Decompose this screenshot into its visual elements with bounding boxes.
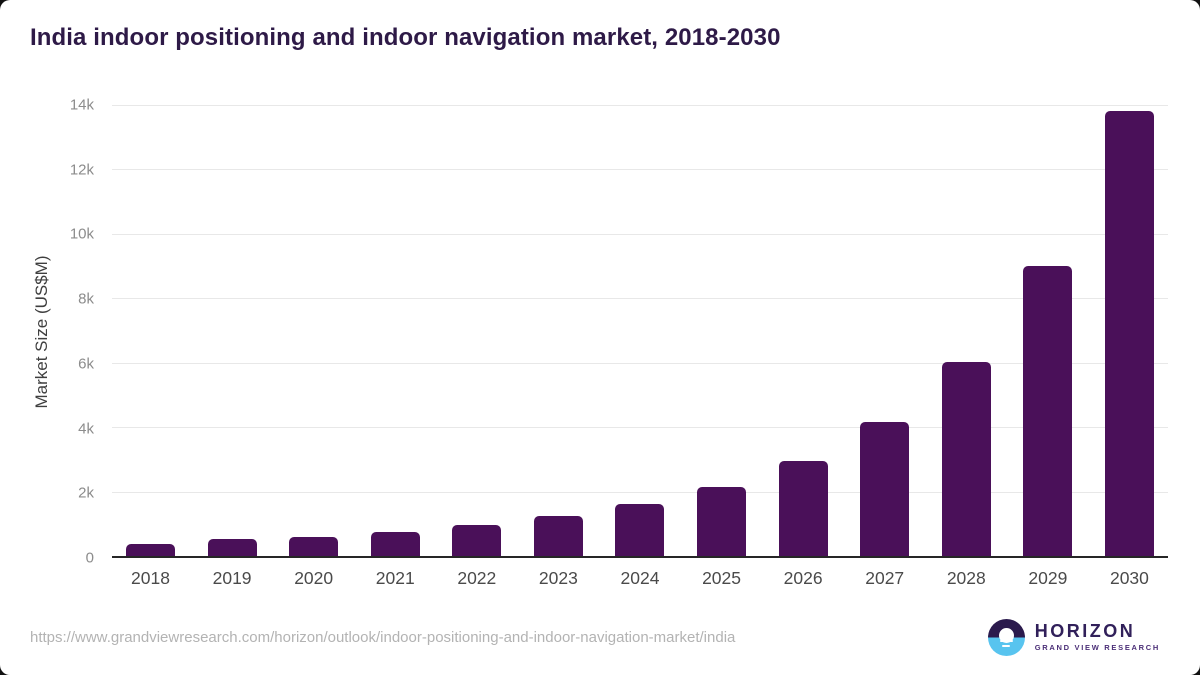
- gridline: [112, 362, 1168, 364]
- source-url: https://www.grandviewresearch.com/horizo…: [30, 628, 736, 646]
- bar-2027[interactable]: [860, 422, 910, 556]
- x-tick-label-2026: 2026: [783, 568, 823, 588]
- gridline: [112, 427, 1168, 429]
- bar-2028[interactable]: [941, 362, 991, 556]
- gridline: [112, 169, 1168, 171]
- y-tick-label: 6k: [78, 355, 94, 373]
- plot-area: [112, 105, 1168, 558]
- bar-2025[interactable]: [697, 486, 747, 556]
- horizon-logo-icon: [987, 618, 1025, 656]
- y-tick-label: 12k: [69, 161, 94, 179]
- x-tick-label-2030: 2030: [1109, 568, 1149, 588]
- y-tick-label: 10k: [69, 225, 94, 243]
- bar-chart: Market Size (US$M) 0 2k 4k 6k 8k 10k 12k 14k 20…: [0, 98, 1200, 588]
- x-axis-tick-labels: 2018 2019 2020 2021 2022 2023 2024 2025 2026 2027…: [112, 558, 1168, 589]
- logo-text: HORIZON GRAND VIEW RESEARCH: [1034, 620, 1160, 653]
- logo-brand-name: HORIZON: [1034, 620, 1136, 641]
- x-tick-label-2018: 2018: [131, 568, 170, 588]
- gridline: [112, 105, 1168, 106]
- x-tick-label-2021: 2021: [375, 568, 415, 588]
- x-tick-label-2022: 2022: [457, 568, 497, 588]
- bar-2024[interactable]: [615, 503, 665, 556]
- x-tick-label-2025: 2025: [702, 568, 742, 588]
- x-tick-label-2028: 2028: [946, 568, 986, 588]
- bar-2020[interactable]: [289, 536, 339, 556]
- bar-2023[interactable]: [533, 515, 583, 556]
- y-tick-label: 4k: [78, 420, 94, 438]
- x-tick-label-2029: 2029: [1028, 568, 1068, 588]
- bar-2022[interactable]: [452, 524, 502, 556]
- y-tick-label: 0: [85, 549, 94, 567]
- y-tick-label: 2k: [78, 484, 94, 502]
- bar-2030[interactable]: [1104, 111, 1154, 556]
- logo-reflection-line: [1002, 644, 1011, 647]
- bar-2019[interactable]: [207, 539, 257, 556]
- bar-2021[interactable]: [370, 531, 420, 556]
- bar-2029[interactable]: [1023, 266, 1073, 556]
- x-tick-label-2027: 2027: [865, 568, 905, 588]
- x-tick-label-2023: 2023: [538, 568, 578, 588]
- x-tick-label-2020: 2020: [294, 568, 334, 588]
- gridline: [112, 491, 1168, 493]
- y-tick-label: 14k: [69, 96, 94, 114]
- logo-reflection-line: [999, 639, 1013, 642]
- x-tick-label-2019: 2019: [212, 568, 252, 588]
- gridline: [112, 233, 1168, 235]
- y-tick-label: 8k: [78, 290, 94, 308]
- logo-subtitle: GRAND VIEW RESEARCH: [1034, 643, 1160, 653]
- gridline: [112, 298, 1168, 300]
- footer: https://www.grandviewresearch.com/horizo…: [30, 615, 1160, 659]
- horizon-logo: HORIZON GRAND VIEW RESEARCH: [987, 618, 1160, 656]
- y-axis-tick-labels: 0 2k 4k 6k 8k 10k 12k 14k: [0, 98, 96, 566]
- chart-title: India indoor positioning and indoor navi…: [30, 24, 781, 51]
- x-tick-label-2024: 2024: [620, 568, 660, 588]
- bar-2018[interactable]: [126, 543, 175, 556]
- bar-2026[interactable]: [778, 460, 828, 556]
- bar-series: [112, 105, 1168, 556]
- logo-sun-shape: [998, 627, 1014, 643]
